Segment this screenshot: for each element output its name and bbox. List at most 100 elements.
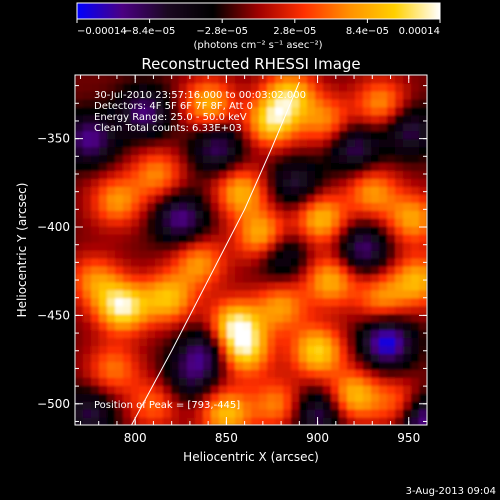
heatmap-cell — [307, 250, 316, 259]
heatmap-cell — [299, 361, 308, 370]
heatmap-cell — [395, 281, 404, 291]
heatmap-cell — [411, 130, 420, 140]
heatmap-cell — [363, 162, 372, 172]
heatmap-cell — [379, 305, 388, 315]
heatmap-cell — [83, 401, 92, 410]
heatmap-cell — [203, 321, 212, 331]
heatmap-cell — [131, 273, 140, 283]
heatmap-cell — [363, 138, 372, 148]
heatmap-cell — [299, 234, 308, 243]
heatmap-cell — [75, 82, 84, 92]
heatmap-cell — [219, 361, 228, 370]
heatmap-cell — [419, 353, 427, 362]
heatmap-cell — [339, 265, 348, 275]
heatmap-cell — [411, 122, 420, 132]
heatmap-cell — [187, 385, 196, 394]
heatmap-cell — [163, 82, 172, 92]
heatmap-cell — [147, 305, 156, 315]
heatmap-cell — [75, 289, 84, 299]
heatmap-cell — [331, 377, 340, 386]
heatmap-cell — [243, 337, 252, 347]
heatmap-cell — [339, 297, 348, 307]
heatmap-cell — [267, 417, 276, 425]
heatmap-cell — [131, 106, 140, 116]
heatmap-cell — [235, 98, 244, 108]
heatmap-cell — [187, 146, 196, 156]
heatmap-cell — [107, 90, 116, 100]
heatmap-cell — [315, 377, 324, 386]
heatmap-cell — [387, 385, 396, 394]
heatmap-cell — [123, 257, 132, 267]
heatmap-cell — [179, 138, 188, 148]
heatmap-cell — [179, 329, 188, 339]
heatmap-cell — [91, 265, 100, 275]
heatmap-cell — [115, 202, 124, 211]
heatmap-cell — [83, 122, 92, 132]
heatmap-cell — [251, 393, 260, 402]
heatmap-cell — [235, 218, 244, 227]
heatmap-cell — [227, 401, 236, 410]
heatmap-cell — [395, 210, 404, 219]
heatmap-cell — [139, 289, 148, 299]
heatmap-cell — [259, 353, 268, 362]
heatmap-cell — [171, 226, 180, 235]
heatmap-cell — [155, 98, 164, 108]
heatmap-cell — [195, 106, 204, 116]
heatmap-cell — [107, 218, 116, 227]
info-line-detectors: Detectors: 4F 5F 6F 7F 8F, Att 0 — [94, 101, 253, 112]
heatmap-cell — [411, 265, 420, 275]
heatmap-cell — [339, 369, 348, 378]
heatmap-cell — [347, 234, 356, 243]
heatmap-cell — [163, 297, 172, 307]
heatmap-cell — [291, 194, 300, 203]
heatmap-cell — [355, 305, 364, 315]
heatmap-cell — [203, 345, 212, 355]
heatmap-cell — [323, 162, 332, 172]
heatmap-cell — [227, 75, 236, 84]
heatmap-cell — [187, 242, 196, 251]
heatmap-cell — [211, 329, 220, 339]
heatmap-cell — [211, 162, 220, 172]
heatmap-cell — [291, 393, 300, 402]
x-tick-label: 900 — [306, 431, 329, 445]
heatmap-cell — [395, 234, 404, 243]
heatmap-cell — [395, 146, 404, 156]
heatmap-cell — [387, 234, 396, 243]
heatmap-cell — [411, 202, 420, 211]
heatmap-cell — [203, 281, 212, 291]
heatmap-cell — [323, 297, 332, 307]
heatmap-cell — [387, 210, 396, 219]
heatmap-cell — [307, 297, 316, 307]
heatmap-cell — [299, 305, 308, 315]
heatmap-cell — [419, 122, 427, 132]
heatmap-cell — [283, 146, 292, 156]
heatmap-cell — [315, 281, 324, 291]
heatmap-cell — [75, 226, 84, 235]
heatmap-cell — [179, 361, 188, 370]
heatmap-cell — [227, 138, 236, 148]
heatmap-cell — [147, 210, 156, 219]
heatmap-cell — [411, 329, 420, 339]
heatmap-cell — [171, 305, 180, 315]
heatmap-cell — [75, 250, 84, 259]
heatmap-cell — [411, 385, 420, 394]
heatmap-cell — [243, 401, 252, 410]
heatmap-cell — [171, 393, 180, 402]
heatmap-cell — [243, 154, 252, 164]
heatmap-cell — [131, 337, 140, 347]
heatmap-cell — [227, 218, 236, 227]
heatmap-cell — [371, 130, 380, 140]
heatmap-cell — [211, 218, 220, 227]
heatmap-cell — [243, 82, 252, 92]
heatmap-cell — [403, 409, 412, 418]
heatmap-cell — [299, 289, 308, 299]
heatmap-cell — [147, 202, 156, 211]
heatmap-cell — [99, 321, 108, 331]
heatmap-cell — [275, 273, 284, 283]
heatmap-cell — [379, 297, 388, 307]
heatmap-cell — [363, 202, 372, 211]
heatmap-cell — [195, 194, 204, 203]
heatmap-cell — [211, 401, 220, 410]
heatmap-cell — [75, 202, 84, 211]
heatmap-cell — [395, 154, 404, 164]
